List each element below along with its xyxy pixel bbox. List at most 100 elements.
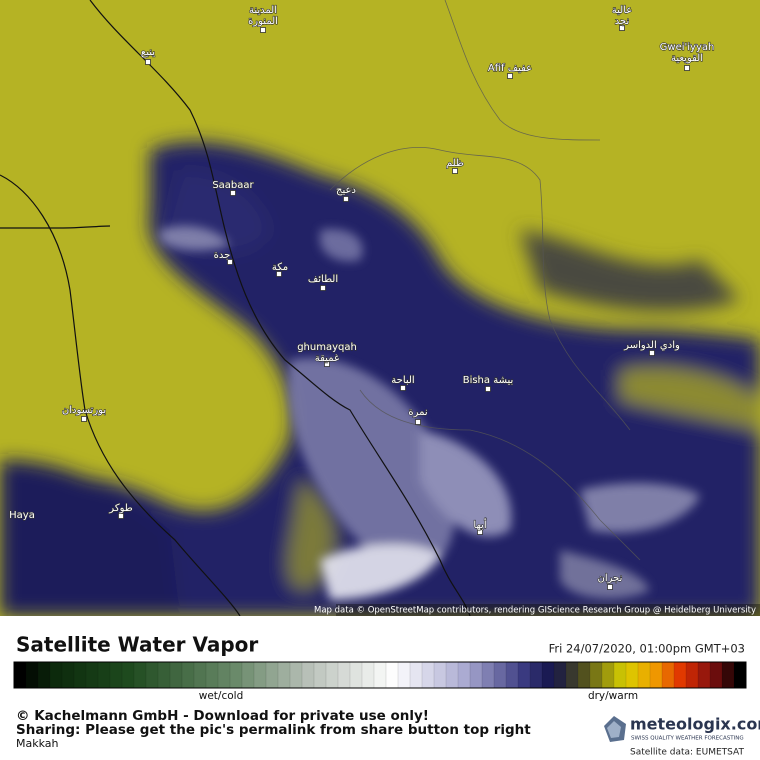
colorbar-cell [469,661,483,689]
place-label: نجران [598,573,623,584]
copyright: © Kachelmann GmbH - Download for private… [16,708,429,724]
colorbar-cell [217,661,231,689]
place-dot [81,416,87,422]
coastline [0,0,471,616]
colorbar-cell [25,661,39,689]
colorbar-cell [157,661,171,689]
attribution-bg [336,604,760,616]
colorbar-cell [169,661,183,689]
colorbar-cell [661,661,675,689]
place-label: نجد [615,16,630,27]
sharing: Sharing: Please get the pic's permalink … [16,722,531,738]
colorbar-cell [289,661,303,689]
colorbar-cell [517,661,531,689]
colorbar-cell [229,661,243,689]
colorbar-cell [565,661,579,689]
colorbar-cell [265,661,279,689]
colorbar-cell [709,661,723,689]
place-label: ghumayqah [297,342,357,353]
place-label: Haya [9,510,35,521]
place-dot [507,73,513,79]
borders [329,0,641,561]
colorbar-cell [97,661,111,689]
place-label: طوكر [108,503,132,514]
colorbar-cell [145,661,159,689]
colorbar-cell [529,661,543,689]
place-dot [118,513,124,519]
colorbar-cell [493,661,507,689]
colorbar-cell [409,661,423,689]
place-label: المنورة [248,16,278,27]
colorbar-cell [685,661,699,689]
colorbar-cell [457,661,471,689]
colorbar-cell [49,661,63,689]
place-label: Bisha بيشة [463,375,514,386]
place-dot [452,168,458,174]
colorbar-cell [505,661,519,689]
colorbar-cell [205,661,219,689]
place-dot [260,27,266,33]
colorbar-frame [13,661,747,689]
colorbar-cell [373,661,387,689]
colorbar-cell [589,661,603,689]
place-label: جدة [214,250,231,261]
colorbar-cell [277,661,291,689]
colorbar-cell [649,661,663,689]
place-dot [607,584,613,590]
place-dot [276,271,282,277]
legend-title: Satellite Water Vapor [16,633,258,657]
place-dot [343,196,349,202]
colorbar-cell [481,661,495,689]
place-label: الطائف [308,274,338,285]
colorbar-cell [397,661,411,689]
place-label: نمرة [408,407,427,418]
colorbar-cell [325,661,339,689]
place-dot [227,259,233,265]
colorbar-cell [625,661,639,689]
place-label: عالية [612,5,632,16]
colorbar-cell [697,661,711,689]
tagline: SWISS QUALITY WEATHER FORECASTING [631,736,744,742]
place-label: بورتسودان [62,405,106,416]
colorbar-cell [61,661,75,689]
colorbar-cell [253,661,267,689]
place-label: Gwei'iyyah [660,42,715,53]
colorbar-cell [301,661,315,689]
colorbar-cell [637,661,651,689]
colorbar-cell [385,661,399,689]
place-dot [320,285,326,291]
colorbar-cell [733,661,747,689]
colorbar-cell [349,661,363,689]
colorbar-cell [673,661,687,689]
colorbar-cell [361,661,375,689]
colorbar-cell [37,661,51,689]
place-label: غميقة [315,353,339,364]
place-label: Saabaar [212,180,254,191]
colorbar-cell [73,661,87,689]
place-dot [477,529,483,535]
high-label: dry/warm [588,690,638,702]
colorbar-cell [109,661,123,689]
place-dot [400,385,406,391]
place-label: وادي الدواسر [623,340,680,351]
colorbar-cell [433,661,447,689]
colorbar-cell [445,661,459,689]
colorbar-cell [553,661,567,689]
place-label: Afif عفيف [488,63,532,74]
place-dot [324,361,330,367]
attribution: Map data © OpenStreetMap contributors, r… [314,606,756,616]
colorbar-cell [193,661,207,689]
colorbar-cell [13,661,27,689]
place-label: المدينة [249,5,277,16]
colorbar-cell [577,661,591,689]
region: Makkah [16,737,59,750]
colorbar-cell [241,661,255,689]
place-dot [684,65,690,71]
place-dot [145,59,151,65]
brand: meteologix.com [630,715,760,734]
place-dot [230,190,236,196]
colorbar-cell [613,661,627,689]
colorbar-cell [313,661,327,689]
